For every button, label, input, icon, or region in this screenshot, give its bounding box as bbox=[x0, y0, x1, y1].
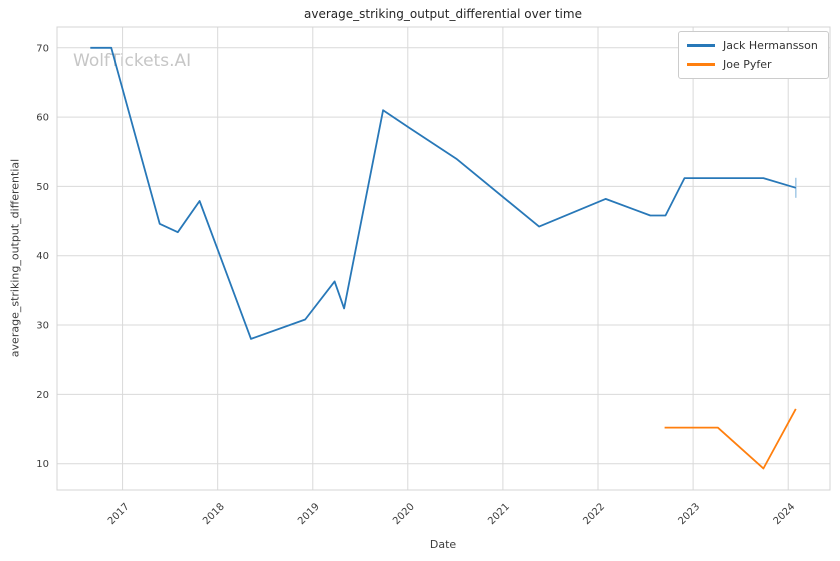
x-tick-label: 2018 bbox=[201, 501, 227, 527]
x-tick-label: 2023 bbox=[676, 501, 702, 527]
y-tick-label: 70 bbox=[36, 43, 49, 54]
x-tick-label: 2022 bbox=[581, 501, 607, 527]
y-tick-label: 50 bbox=[36, 182, 49, 193]
x-tick-label: 2019 bbox=[296, 501, 322, 527]
watermark-text: WolfTickets.AI bbox=[73, 51, 192, 71]
x-tick-label: 2020 bbox=[391, 501, 417, 527]
legend-box: Jack Hermansson Joe Pyfer bbox=[678, 31, 829, 79]
y-tick-label: 10 bbox=[36, 459, 49, 470]
plot-border bbox=[56, 26, 831, 491]
x-tick-label: 2024 bbox=[772, 501, 798, 527]
series-line-0 bbox=[90, 46, 797, 340]
y-tick-label: 20 bbox=[36, 390, 49, 401]
y-tick-label: 30 bbox=[36, 321, 49, 332]
x-tick-label: 2017 bbox=[106, 501, 132, 527]
legend-entry: Joe Pyfer bbox=[679, 55, 828, 74]
series-line-1 bbox=[664, 408, 797, 470]
x-axis-title: Date bbox=[429, 538, 457, 551]
x-tick-label: 2021 bbox=[486, 501, 512, 527]
chart-title: average_striking_output_differential ove… bbox=[304, 7, 582, 21]
legend-swatch bbox=[687, 44, 715, 47]
legend-entry: Jack Hermansson bbox=[679, 36, 828, 55]
y-tick-label: 40 bbox=[36, 251, 49, 262]
y-tick-label: 60 bbox=[36, 113, 49, 124]
legend-swatch bbox=[687, 63, 715, 66]
legend-label: Jack Hermansson bbox=[723, 39, 818, 52]
legend-label: Joe Pyfer bbox=[723, 58, 772, 71]
